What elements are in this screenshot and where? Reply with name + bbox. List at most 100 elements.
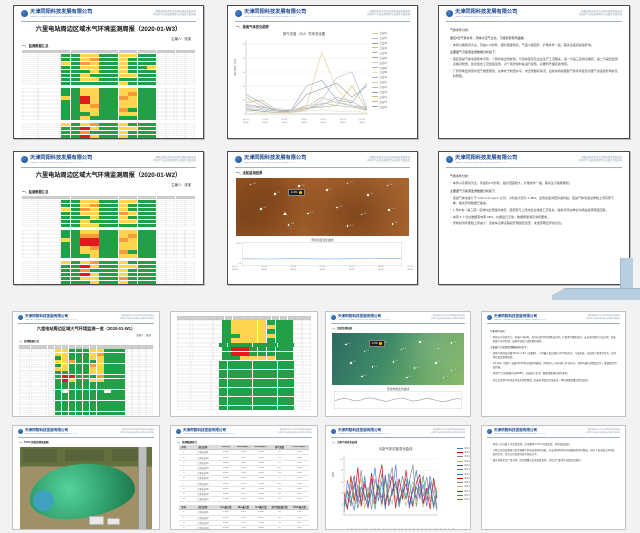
page-thumbnail-7[interactable]: 天津同阳科技发展有限公司 TIANJIN TONGYANG TECHNOLOGY … [12, 311, 160, 417]
page-thumbnail-6[interactable]: 天津同阳科技发展有限公司 TIANJIN TONGYANG TECHNOLOGY … [438, 151, 630, 285]
table-cell [96, 352, 104, 357]
map-point-icon [405, 376, 408, 379]
mini-chart-title: 走航参数变化曲线 [386, 387, 410, 392]
table-cell [109, 207, 119, 212]
table-cell [227, 401, 236, 406]
table-cell [146, 393, 153, 397]
table-cell [22, 77, 38, 82]
table-cell [269, 342, 278, 347]
table-cell [118, 276, 128, 281]
page-thumbnail-5[interactable]: 天津同阳科技发展有限公司 TIANJIN TONGYANG TECHNOLOGY … [227, 151, 418, 285]
page-thumbnail-3[interactable]: 天津同阳科技发展有限公司 TIANJIN TONGYANG TECHNOLOGY … [438, 5, 630, 139]
table-cell [166, 69, 176, 74]
table-header-cell [216, 316, 225, 321]
page-thumbnail-4[interactable]: 天津同阳科技发展有限公司 TIANJIN TONGYANG TECHNOLOGY … [13, 151, 204, 285]
table-cell [231, 356, 240, 361]
table-header-cell [30, 345, 48, 349]
table-cell [175, 276, 185, 281]
table-cell [80, 203, 90, 208]
plain-table-row: 8 六里电站08 0.023 0.17 0.004 14 0.29 [179, 487, 309, 492]
plain-table-cell: 0.002 [258, 492, 264, 495]
table-cell [175, 234, 185, 238]
table-cell [61, 96, 71, 100]
table-cell [99, 219, 109, 224]
company-logo-icon [331, 429, 336, 434]
table-row [19, 349, 153, 353]
table-cell [277, 369, 286, 374]
company-logo-icon [18, 429, 23, 434]
table-cell [80, 242, 90, 246]
table-cell [103, 374, 111, 379]
table-cell [109, 126, 119, 131]
table-cell [103, 382, 111, 386]
table-cell [175, 104, 185, 108]
header-right-line1: 国家高新技术企业环境监测设备制造商 [121, 429, 154, 431]
table-header-row [177, 316, 311, 321]
table-cell [128, 134, 138, 138]
plain-table-cell: 0.52 [296, 516, 302, 519]
table-cell [80, 61, 90, 66]
table-cell [185, 254, 195, 258]
section-heading: 一、恶臭气体变化趋势 [236, 24, 269, 29]
table-cell [236, 342, 245, 347]
table-cell [191, 356, 214, 361]
page-thumbnail-13[interactable]: 天津同阳科技发展有限公司 TIANJIN TONGYANG TECHNOLOGY … [325, 425, 471, 530]
table-cell [137, 61, 147, 66]
table-row [19, 411, 153, 416]
table-cell [137, 234, 147, 238]
table-cell [109, 268, 119, 273]
table-cell [70, 234, 80, 238]
table-cell [244, 374, 253, 379]
table-cell [109, 96, 119, 100]
bullet-icon: ▪ [450, 207, 451, 211]
plain-table-cell: 10 [278, 466, 281, 469]
bullet-icon: ▪ [450, 57, 451, 61]
bullet-icon: ▪ [490, 372, 491, 375]
table-cell [261, 374, 269, 379]
plain-table-cell: 0.025 [222, 461, 229, 464]
table-cell [54, 352, 62, 357]
page-thumbnail-10[interactable]: 天津同阳科技发展有限公司 TIANJIN TONGYANG TECHNOLOGY … [481, 311, 626, 417]
page-thumbnail-14[interactable]: 天津同阳科技发展有限公司 TIANJIN TONGYANG TECHNOLOGY … [481, 425, 626, 530]
table-cell [269, 401, 278, 406]
table-cell [54, 404, 62, 408]
table-cell [147, 53, 157, 58]
x-tick-label: 01-21 [423, 528, 427, 529]
table-cell [227, 405, 236, 410]
table-cell [96, 389, 104, 393]
table-header-cell [37, 195, 61, 200]
header-right-line2: 环境空气自动监测预警与运维综合服务商 [430, 431, 465, 434]
page-thumbnail-9[interactable]: 天津同阳科技发展有限公司 TIANJIN TONGYANG TECHNOLOGY … [325, 311, 471, 417]
table-cell [128, 280, 138, 284]
page-thumbnail-1[interactable]: 天津同阳科技发展有限公司 TIANJIN TONGYANG TECHNOLOGY … [13, 5, 204, 139]
table-cell [124, 367, 132, 371]
table-row [22, 238, 195, 242]
table-cell [61, 223, 71, 228]
company-name: 天津同阳科技发展有限公司 [30, 155, 93, 161]
table-cell [68, 356, 76, 360]
table-cell [190, 369, 211, 374]
table-cell [286, 387, 294, 392]
table-cell [266, 329, 276, 334]
page-thumbnail-11[interactable]: 天津同阳科技发展有限公司 TIANJIN TONGYANG TECHNOLOGY … [12, 425, 160, 530]
table-cell [37, 61, 61, 66]
page-thumbnail-8[interactable] [170, 311, 318, 417]
survey-map: 0.4 0.5 0.6 0.4 0.7 0.5 0.6 0.5 0.4 0.6 0.5 0.4 0.6 0… [332, 333, 464, 386]
company-name-en: TIANJIN TONGYANG TECHNOLOGY DEVELOPMENT … [455, 161, 508, 164]
table-cell [191, 347, 214, 352]
table-cell [147, 280, 157, 284]
plain-table-row: 5 六里电站05 0.022 0.16 0.003 14 0.26 [179, 471, 309, 477]
bullet-icon: ▪ [490, 449, 491, 452]
table-cell [137, 57, 147, 62]
table-row [19, 378, 153, 382]
svg-text:40: 40 [341, 493, 344, 495]
table-cell [109, 203, 119, 208]
page-thumbnail-12[interactable]: 天津同阳科技发展有限公司 TIANJIN TONGYANG TECHNOLOGY … [170, 425, 318, 530]
table-cell [211, 374, 220, 379]
table-cell [80, 264, 90, 269]
page-thumbnail-2[interactable]: 天津同阳科技发展有限公司 TIANJIN TONGYANG TECHNOLOGY … [227, 5, 418, 139]
table-cell [137, 134, 147, 138]
table-cell [109, 260, 119, 265]
table-cell [211, 369, 220, 374]
table-cell [89, 223, 100, 228]
